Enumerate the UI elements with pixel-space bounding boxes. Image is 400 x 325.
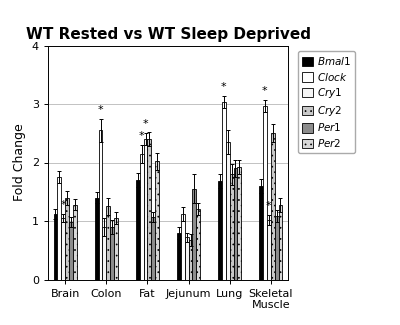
Text: *: * xyxy=(60,200,66,210)
Bar xyxy=(181,214,185,280)
Text: *: * xyxy=(262,86,268,97)
Bar xyxy=(58,177,61,280)
Bar xyxy=(278,205,282,280)
Bar xyxy=(69,222,73,280)
Bar xyxy=(177,233,181,280)
Bar xyxy=(98,130,102,280)
Title: WT Rested vs WT Sleep Deprived: WT Rested vs WT Sleep Deprived xyxy=(26,27,310,42)
Bar xyxy=(188,240,192,280)
Text: *: * xyxy=(139,131,144,141)
Bar xyxy=(140,154,144,280)
Bar xyxy=(148,139,151,280)
Text: *: * xyxy=(98,105,103,114)
Bar xyxy=(192,189,196,280)
Bar xyxy=(230,174,234,280)
Bar xyxy=(267,220,271,280)
Bar xyxy=(155,161,159,280)
Bar xyxy=(65,198,69,280)
Bar xyxy=(110,227,114,280)
Bar xyxy=(222,102,226,280)
Bar xyxy=(226,142,230,280)
Bar xyxy=(151,217,155,280)
Text: *: * xyxy=(143,119,148,129)
Bar xyxy=(271,133,275,280)
Bar xyxy=(263,106,267,280)
Bar xyxy=(73,205,77,280)
Bar xyxy=(196,209,200,280)
Bar xyxy=(102,227,106,280)
Bar xyxy=(106,206,110,280)
Legend: $\it{Bmal1}$, $\it{Clock}$, $\it{Cry1}$, $\it{Cry2}$, $\it{Per1}$, $\it{Per2}$: $\it{Bmal1}$, $\it{Clock}$, $\it{Cry1}$,… xyxy=(298,51,355,153)
Text: *: * xyxy=(221,82,227,92)
Text: *: * xyxy=(266,201,272,211)
Bar xyxy=(54,214,58,280)
Bar xyxy=(185,237,188,280)
Bar xyxy=(114,218,118,280)
Bar xyxy=(144,139,148,280)
Bar xyxy=(61,218,65,280)
Bar xyxy=(259,186,263,280)
Y-axis label: Fold Change: Fold Change xyxy=(13,124,26,202)
Bar xyxy=(238,167,241,280)
Bar xyxy=(95,198,98,280)
Bar xyxy=(136,180,140,280)
Bar xyxy=(218,181,222,280)
Bar xyxy=(234,168,238,280)
Bar xyxy=(275,216,278,280)
